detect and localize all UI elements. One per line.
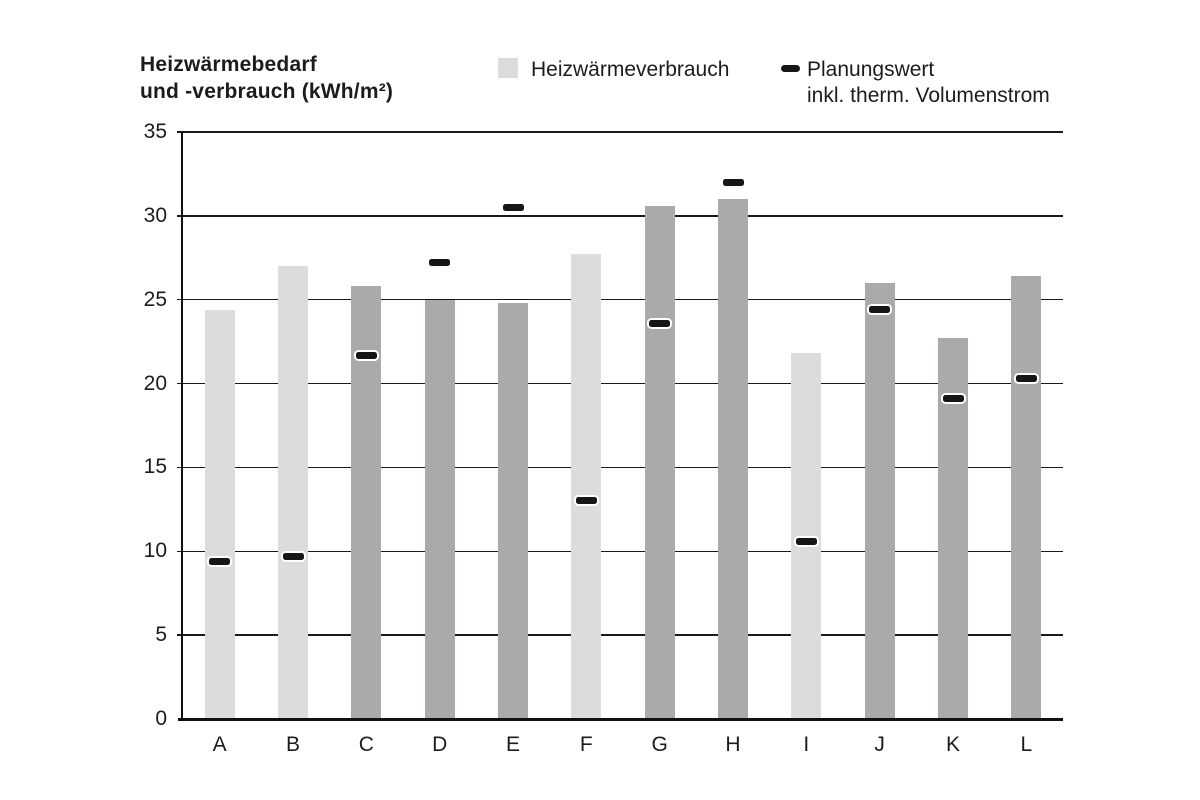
chart-title-line2: und -verbrauch (kWh/m²) [140,80,394,103]
legend-bar-swatch-icon [498,58,518,78]
y-tick-label-0: 0 [155,707,167,730]
planungswert-marker-D [427,257,453,269]
y-tick-label-30: 30 [143,203,167,227]
planungswert-marker-B [280,550,306,562]
bar-E [498,303,528,719]
y-tick-label-15: 15 [143,455,167,479]
planungswert-marker-F [573,495,599,507]
x-tick-label-A: A [212,733,227,756]
gridline-10 [177,550,1063,553]
planungswert-marker-E [500,201,526,213]
chart-title: Heizwärmebedarf und -verbrauch (kWh/m²) [140,51,393,105]
y-tick-label-35: 35 [143,120,167,143]
y-axis-line [180,131,183,721]
planungswert-marker-J [867,304,893,316]
gridline-15 [177,466,1063,469]
x-tick-label-L: L [1020,733,1033,756]
x-tick-label-B: B [285,733,300,756]
bar-F [571,254,602,719]
x-tick-label-G: G [651,733,668,756]
planungswert-marker-I [793,535,819,547]
y-tick-label-20: 20 [143,371,167,395]
legend-marker-label-line2: inkl. therm. Volumenstrom [807,83,1050,107]
planungswert-marker-L [1013,373,1039,385]
gridline-20 [177,382,1063,385]
plot-area: 0 5 10 15 20 25 30 35 A B C D E F G H I J K L [144,120,1063,756]
y-tick-label-10: 10 [143,539,167,563]
gridline-25 [177,298,1063,301]
x-tick-label-I: I [803,733,810,756]
bar-D [424,299,455,719]
bar-H [718,199,748,719]
x-tick-label-D: D [432,733,448,756]
planungswert-marker-G [647,317,673,329]
gridline-30 [177,215,1063,217]
legend-marker-dash-icon [781,65,800,72]
legend-bar-label: Heizwärmeverbrauch [531,58,730,81]
x-tick-label-F: F [579,733,593,756]
bar-B [278,266,308,719]
x-axis-line [178,718,1063,721]
gridline-5 [177,634,1063,636]
x-tick-label-J: J [874,733,885,756]
planungswert-marker-A [207,555,233,567]
bar-J [864,282,895,719]
x-tick-label-E: E [505,733,520,756]
gridline-35 [177,131,1063,133]
x-tick-label-H: H [725,733,741,756]
bar-A [204,309,235,719]
planungswert-marker-K [940,393,966,405]
y-tick-label-5: 5 [155,623,167,647]
bar-L [1011,276,1042,719]
chart-title-line1: Heizwärmebedarf [140,53,317,76]
planungswert-marker-C [353,349,379,361]
y-tick-label-25: 25 [143,287,167,311]
legend-marker-label-line1: Planungswert [807,58,935,81]
legend-marker-label: Planungswert inkl. therm. Volumenstrom [807,57,1050,108]
x-tick-label-C: C [358,733,374,756]
bar-G [644,205,675,719]
planungswert-marker-H [720,176,746,188]
x-tick-label-K: K [945,733,960,756]
